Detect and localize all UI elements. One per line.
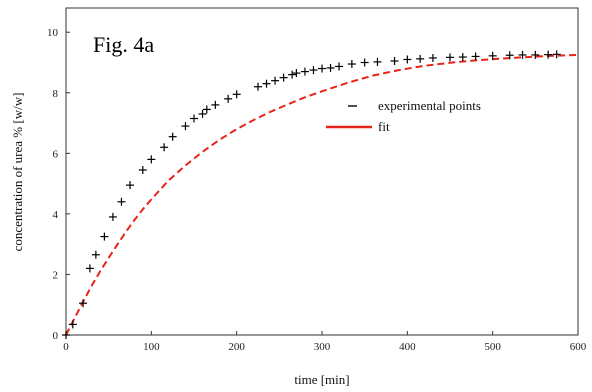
y-axis: 0 2 4 6 8 10 — [47, 27, 70, 342]
legend-label-fit: fit — [378, 119, 390, 134]
experimental-point — [428, 53, 437, 62]
experimental-point — [262, 79, 271, 88]
experimental-point — [147, 155, 156, 164]
experimental-point — [117, 197, 126, 206]
legend: experimental points fit — [326, 98, 481, 134]
experimental-point — [335, 62, 344, 71]
experimental-point — [390, 56, 399, 65]
experimental-point — [318, 64, 326, 73]
experimental-point — [198, 109, 207, 118]
experimental-point — [202, 105, 211, 114]
y-tick-label: 10 — [47, 27, 59, 39]
figure-title: Fig. 4a — [93, 32, 154, 57]
x-tick-label: 300 — [314, 341, 331, 353]
y-axis-label: concentration of urea % [w/w] — [10, 93, 25, 252]
y-tick-label: 4 — [53, 209, 59, 221]
experimental-point — [471, 52, 480, 61]
experimental-point — [326, 63, 335, 72]
y-tick-label: 0 — [53, 330, 59, 342]
experimental-point — [300, 67, 309, 76]
x-tick-label: 600 — [570, 341, 587, 353]
experimental-point — [211, 100, 220, 109]
experimental-point — [309, 66, 318, 75]
x-tick-label: 500 — [484, 341, 501, 353]
experimental-point — [288, 70, 297, 79]
experimental-point — [138, 165, 147, 174]
experimental-point — [416, 54, 425, 63]
experimental-point — [62, 331, 70, 339]
y-tick-label: 6 — [53, 148, 59, 160]
fit-series — [65, 53, 579, 336]
experimental-point — [79, 299, 88, 308]
experimental-point — [100, 232, 109, 241]
experimental-point — [181, 122, 190, 131]
experimental-point — [446, 53, 454, 62]
experimental-point — [91, 250, 100, 259]
experimental-point — [347, 60, 356, 69]
fit-line — [65, 53, 579, 336]
experimental-point — [126, 181, 134, 190]
experimental-point — [531, 50, 540, 59]
experimental-point — [488, 51, 497, 60]
experimental-point — [224, 94, 233, 103]
y-tick-label: 2 — [53, 269, 59, 281]
experimental-point — [373, 57, 382, 66]
x-tick-label: 200 — [228, 341, 245, 353]
experimental-point — [190, 114, 198, 123]
experimental-point — [403, 55, 412, 64]
experimental-point — [505, 51, 514, 60]
experimental-point — [68, 320, 77, 329]
experimental-point — [168, 132, 177, 141]
x-axis: 0 100 200 300 400 500 600 — [63, 331, 587, 353]
experimental-point — [232, 90, 241, 99]
experimental-point — [292, 69, 301, 78]
x-tick-label: 100 — [143, 341, 160, 353]
x-tick-label: 0 — [63, 341, 69, 353]
x-tick-label: 400 — [399, 341, 416, 353]
experimental-point — [254, 82, 262, 91]
experimental-points-series — [62, 50, 561, 339]
x-axis-label: time [min] — [294, 372, 349, 387]
experimental-point — [160, 143, 169, 152]
legend-label-experimental: experimental points — [378, 98, 481, 113]
y-tick-label: 8 — [53, 88, 59, 100]
experimental-point — [279, 73, 288, 82]
experimental-point — [458, 53, 467, 62]
experimental-point — [108, 212, 117, 221]
experimental-point — [518, 50, 527, 59]
experimental-point — [552, 50, 561, 59]
experimental-point — [544, 50, 553, 59]
experimental-point — [360, 58, 369, 67]
experimental-point — [85, 264, 94, 273]
experimental-point — [271, 76, 280, 85]
